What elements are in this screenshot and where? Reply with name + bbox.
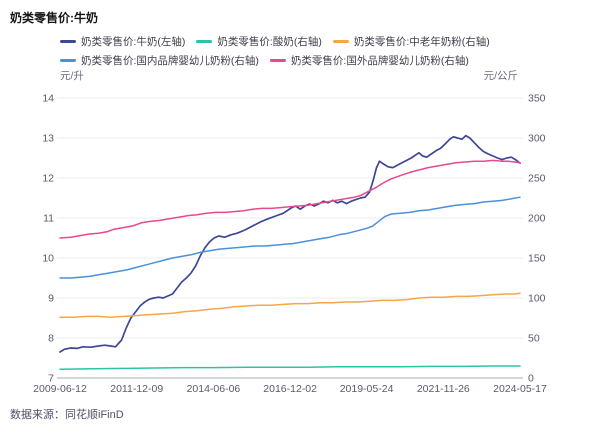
legend-label-yogurt: 奶类零售价:酸奶(右轴) bbox=[217, 36, 322, 48]
legend-swatch-senior-milk-powder-icon bbox=[332, 40, 349, 43]
legend-item-foreign-infant-formula[interactable]: 奶类零售价:国外品牌婴幼儿奶粉(右轴) bbox=[269, 53, 469, 68]
legend-item-domestic-infant-formula[interactable]: 奶类零售价:国内品牌婴幼儿奶粉(右轴) bbox=[60, 53, 259, 68]
left-axis-tick-label: 9 bbox=[48, 293, 54, 305]
right-axis-tick-label: 200 bbox=[528, 213, 546, 225]
right-axis-tick-label: 50 bbox=[528, 333, 540, 345]
x-axis-tick-label: 2009-06-12 bbox=[33, 383, 87, 395]
legend-swatch-yogurt-icon bbox=[196, 40, 213, 43]
x-axis-tick-label: 2019-05-24 bbox=[340, 383, 394, 395]
legend-swatch-foreign-infant-formula-icon bbox=[269, 59, 286, 62]
left-axis-tick-label: 10 bbox=[42, 253, 54, 265]
series-line-3 bbox=[59, 196, 521, 279]
series-line-2 bbox=[59, 292, 521, 318]
legend-item-senior-milk-powder[interactable]: 奶类零售价:中老年奶粉(右轴) bbox=[332, 34, 490, 49]
left-axis-tick-label: 11 bbox=[43, 213, 54, 225]
legend-swatch-domestic-infant-formula-icon bbox=[60, 59, 76, 62]
left-axis-tick-label: 12 bbox=[42, 173, 54, 185]
left-axis-tick-label: 14 bbox=[42, 93, 54, 105]
series-line-0 bbox=[59, 134, 521, 353]
x-axis-tick-label: 2021-11-26 bbox=[417, 383, 470, 395]
left-axis-tick-label: 8 bbox=[48, 333, 54, 345]
right-axis-tick-label: 0 bbox=[528, 373, 534, 385]
legend-item-yogurt[interactable]: 奶类零售价:酸奶(右轴) bbox=[196, 34, 322, 49]
data-source: 数据来源：同花顺iFinD bbox=[10, 409, 124, 421]
legend-label-senior-milk-powder: 奶类零售价:中老年奶粉(右轴) bbox=[353, 36, 490, 48]
chart-title: 奶类零售价:牛奶 bbox=[10, 11, 98, 25]
left-axis-tick-label: 7 bbox=[48, 373, 54, 385]
legend-item-milk[interactable]: 奶类零售价:牛奶(左轴) bbox=[60, 34, 185, 49]
left-axis-unit: 元/升 bbox=[60, 70, 84, 82]
x-axis-tick-label: 2014-06-06 bbox=[187, 383, 241, 395]
left-axis-tick-label: 13 bbox=[42, 133, 54, 145]
legend-label-domestic-infant-formula: 奶类零售价:国内品牌婴幼儿奶粉(右轴) bbox=[81, 55, 259, 67]
legend: 奶类零售价:牛奶(左轴) 奶类零售价:酸奶(右轴) 奶类零售价:中老年奶粉(右轴… bbox=[60, 34, 532, 68]
x-axis-tick-label: 2024-05-17 bbox=[493, 383, 547, 395]
right-axis-tick-label: 300 bbox=[528, 133, 546, 145]
x-axis-tick-label: 2016-12-02 bbox=[263, 383, 317, 395]
legend-label-milk: 奶类零售价:牛奶(左轴) bbox=[81, 36, 186, 48]
legend-swatch-milk-icon bbox=[60, 40, 76, 43]
right-axis-unit: 元/公斤 bbox=[483, 70, 518, 82]
series-line-4 bbox=[59, 159, 521, 239]
right-axis-tick-label: 350 bbox=[528, 93, 546, 105]
series-line-1 bbox=[59, 365, 521, 370]
legend-label-foreign-infant-formula: 奶类零售价:国外品牌婴幼儿奶粉(右轴) bbox=[290, 55, 469, 67]
right-axis-tick-label: 250 bbox=[528, 173, 546, 185]
x-axis-tick-label: 2011-12-09 bbox=[110, 383, 163, 395]
right-axis-tick-label: 150 bbox=[528, 253, 546, 265]
right-axis-tick-label: 100 bbox=[528, 293, 546, 305]
